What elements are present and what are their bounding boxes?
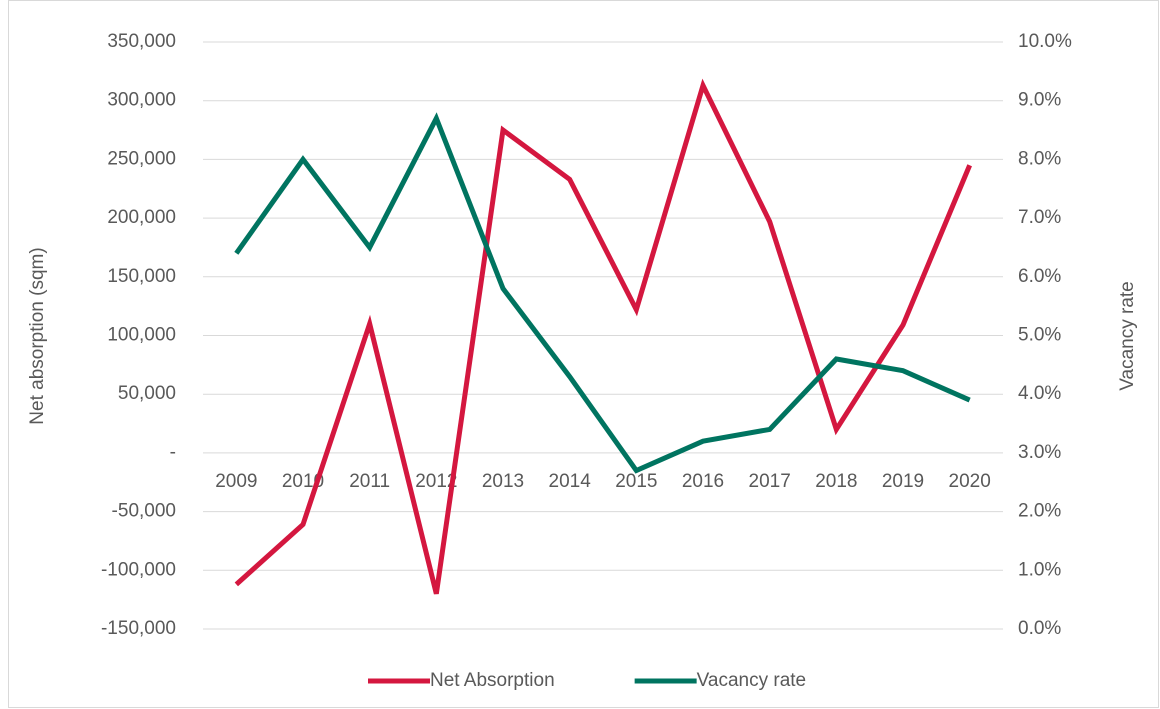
y-tick-label: 350,000: [107, 31, 176, 52]
y-tick-label: 100,000: [107, 325, 176, 346]
y2-tick-label: 1.0%: [1018, 559, 1061, 580]
y-tick-label: 150,000: [107, 266, 176, 287]
y-tick-label: 50,000: [118, 383, 176, 404]
y2-tick-label: 5.0%: [1018, 325, 1061, 346]
x-tick-label: 2018: [815, 471, 857, 492]
x-tick-label: 2013: [482, 471, 524, 492]
y2-tick-label: 3.0%: [1018, 442, 1061, 463]
line-series: [234, 78, 972, 595]
y-tick-label: 250,000: [107, 148, 176, 169]
x-tick-label: 2016: [682, 471, 724, 492]
x-tick-label: 2019: [882, 471, 924, 492]
y2-tick-label: 8.0%: [1018, 148, 1061, 169]
y-tick-label: 300,000: [107, 90, 176, 111]
x-tick-label: 2009: [215, 471, 257, 492]
x-tick-label: 2014: [549, 471, 592, 492]
x-tick-label: 2020: [949, 471, 991, 492]
y2-tick-label: 7.0%: [1018, 207, 1061, 228]
y2-axis-label: Vacancy rate: [1117, 281, 1138, 390]
y-tick-label: -150,000: [101, 618, 176, 639]
y-tick-label: -: [170, 442, 176, 463]
x-tick-label: 2011: [349, 471, 390, 492]
y-axis-label: Net absorption (sqm): [27, 247, 48, 424]
y2-tick-label: 10.0%: [1018, 31, 1072, 52]
y-tick-label: -100,000: [101, 559, 176, 580]
y2-tick-label: 4.0%: [1018, 383, 1061, 404]
y2-tick-label: 0.0%: [1018, 618, 1061, 639]
x-tick-label: 2015: [615, 471, 657, 492]
chart-border: [8, 0, 1159, 708]
y2-tick-label: 6.0%: [1018, 266, 1061, 287]
y2-tick-label: 2.0%: [1018, 501, 1061, 522]
x-tick-label: 2017: [749, 471, 791, 492]
x-tick-label: 2012: [415, 471, 457, 492]
line-series: [234, 112, 971, 474]
legend-label: Net Absorption: [430, 670, 555, 691]
y-tick-label: -50,000: [112, 501, 176, 522]
y-tick-label: 200,000: [107, 207, 176, 228]
legend-label: Vacancy rate: [697, 670, 806, 691]
y2-tick-label: 9.0%: [1018, 90, 1061, 111]
